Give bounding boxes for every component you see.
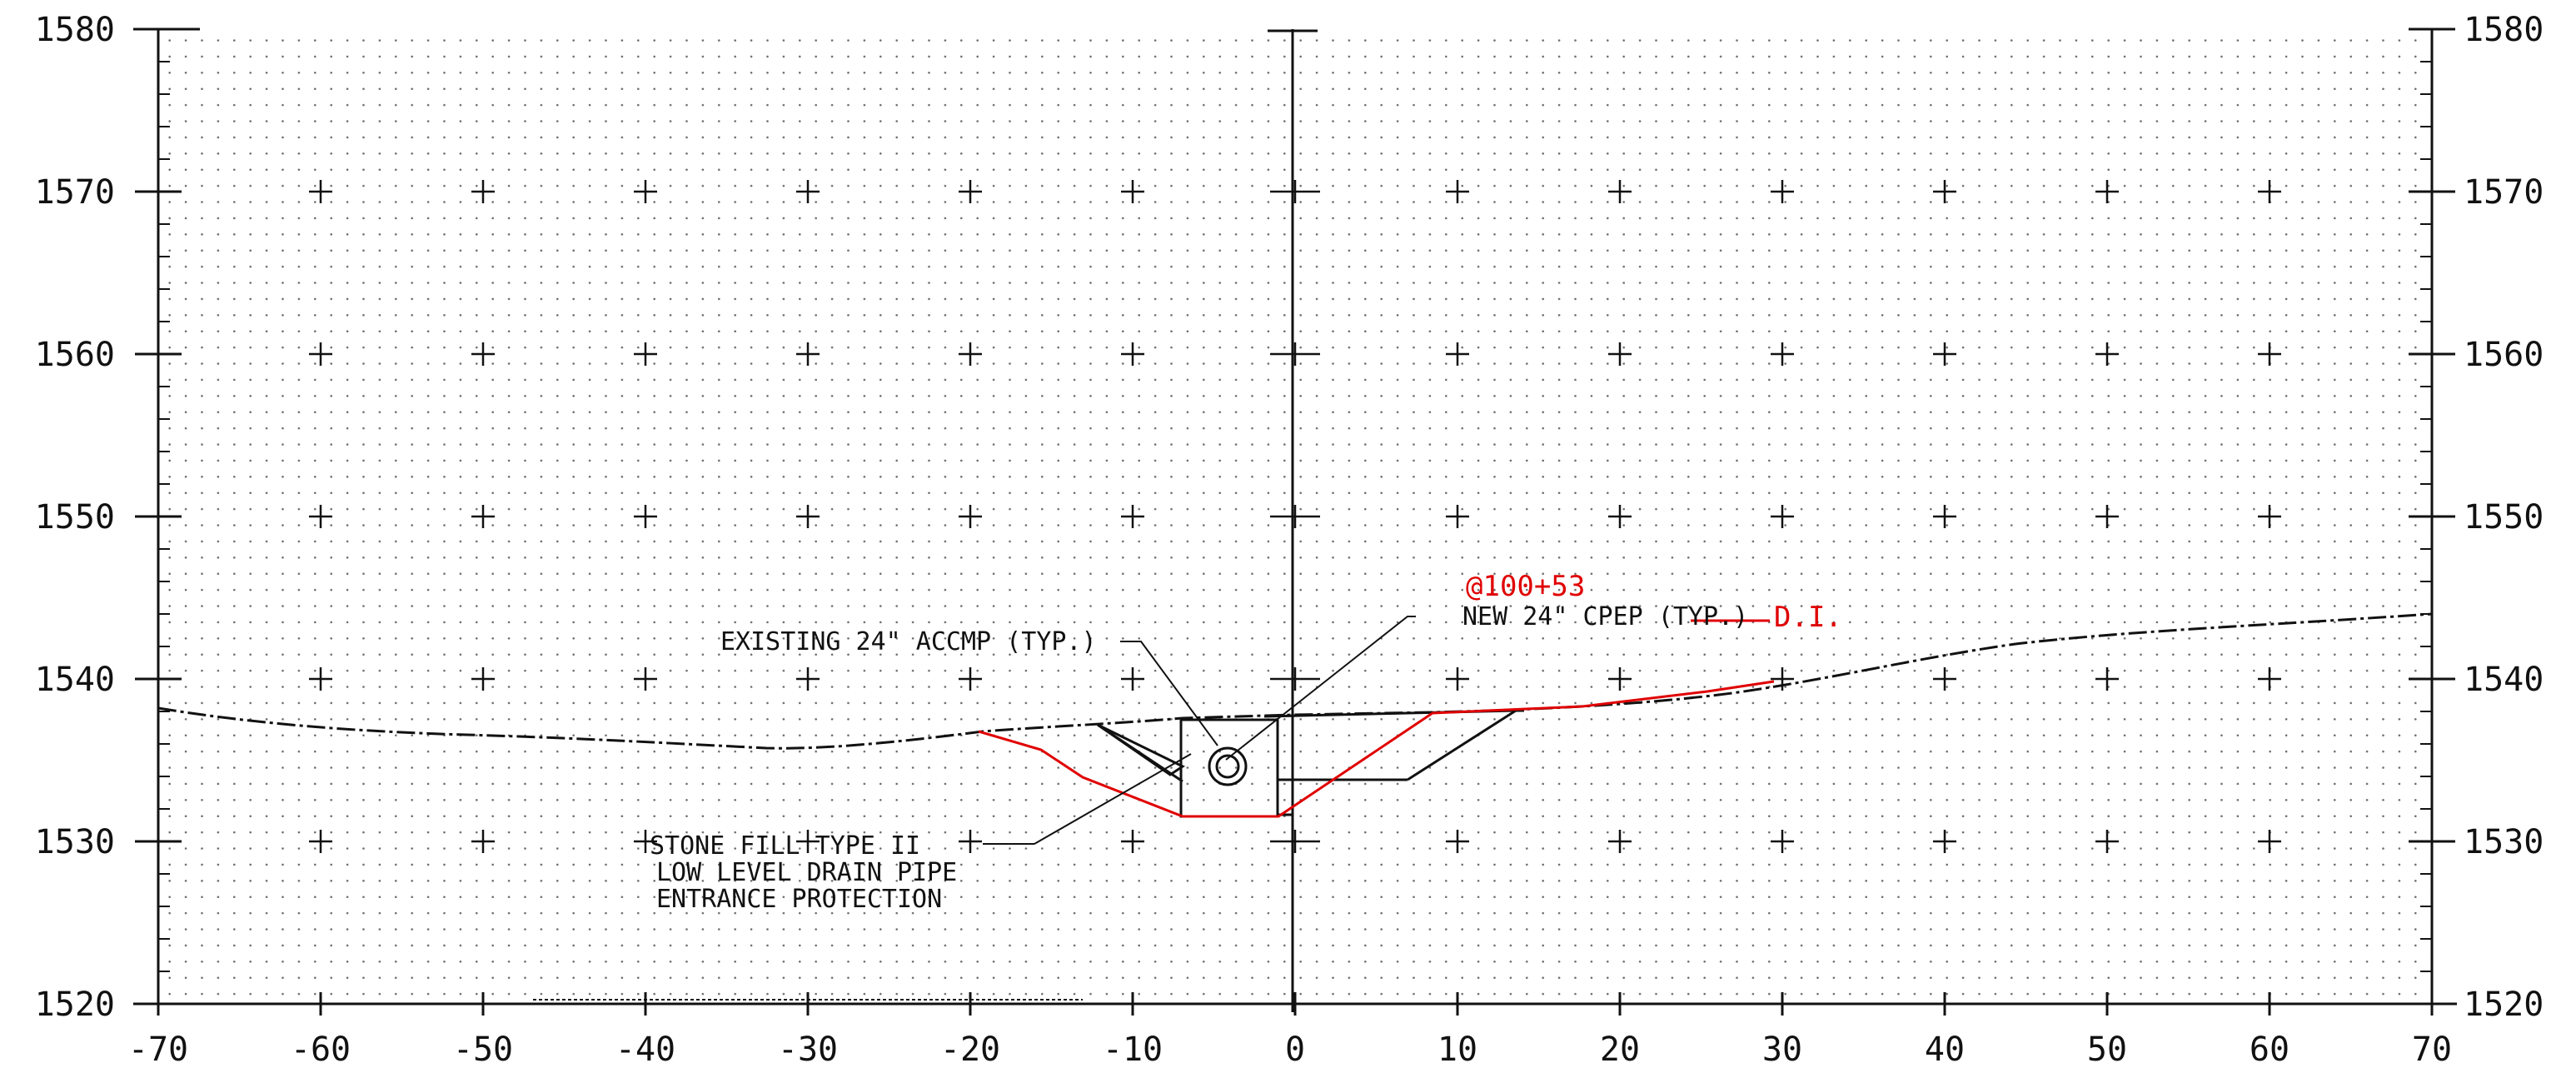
x-tick-label: 40 <box>1925 1031 1965 1068</box>
left-y-tick-label: 1570 <box>35 173 115 212</box>
x-tick-label: 60 <box>2250 1031 2290 1068</box>
x-tick-label: 70 <box>2412 1031 2452 1068</box>
x-tick-label: 0 <box>1285 1031 1305 1068</box>
x-tick-label: 30 <box>1762 1031 1802 1068</box>
x-tick-label: -50 <box>453 1031 513 1068</box>
leader-lines <box>983 616 1416 845</box>
x-axis-tick-labels: -70 -60 -50 -40 -30 -20 -10 0 10 20 30 40 50 60 70 <box>128 1031 2452 1068</box>
right-y-tick-label: 1570 <box>2464 173 2544 212</box>
right-minor-ticks <box>2409 27 2455 1006</box>
x-tick-label: 20 <box>1600 1031 1640 1068</box>
left-y-tick-label: 1540 <box>35 661 115 699</box>
right-y-tick-label: 1560 <box>2464 336 2544 374</box>
di-markup: D.I. <box>1774 601 1842 634</box>
stone-fill-label-line3: ENTRANCE PROTECTION <box>656 885 942 914</box>
red-markup-lines <box>978 619 1775 818</box>
existing-ground-line <box>157 612 2433 750</box>
right-y-tick-label: 1580 <box>2464 11 2544 49</box>
new-pipe-label: NEW 24" CPEP (TYP.) <box>1462 602 1748 631</box>
left-y-tick-label: 1550 <box>35 498 115 536</box>
x-tick-label: -40 <box>615 1031 675 1068</box>
x-tick-label: -30 <box>778 1031 838 1068</box>
x-tick-label: -10 <box>1103 1031 1163 1068</box>
left-y-tick-label: 1530 <box>35 823 115 861</box>
x-tick-label: 10 <box>1437 1031 1477 1068</box>
x-tick-label: -20 <box>940 1031 1000 1068</box>
stone-fill-label-line1: STONE FILL TYPE II <box>650 831 920 861</box>
right-y-tick-label: 1550 <box>2464 498 2544 536</box>
x-tick-label: -70 <box>128 1031 188 1068</box>
x-tick-label: -60 <box>291 1031 351 1068</box>
left-minor-ticks <box>135 27 2434 1016</box>
left-y-tick-label: 1520 <box>35 986 115 1024</box>
stone-fill-label-line2: LOW LEVEL DRAIN PIPE <box>656 858 957 887</box>
left-y-axis-tick-labels: 1580 1570 1560 1550 1540 1530 1520 <box>35 11 115 1024</box>
right-y-tick-label: 1520 <box>2464 986 2544 1024</box>
right-y-axis-tick-labels: 1580 1570 1560 1550 1540 1530 1520 <box>2464 11 2544 1024</box>
left-y-tick-label: 1560 <box>35 336 115 374</box>
x-tick-label: 50 <box>2087 1031 2127 1068</box>
grid-crosses <box>309 180 2281 1006</box>
left-y-tick-label: 1580 <box>35 11 115 49</box>
right-y-tick-label: 1530 <box>2464 823 2544 861</box>
right-y-tick-label: 1540 <box>2464 661 2544 699</box>
station-markup: @100+53 <box>1466 570 1585 603</box>
existing-pipe-label: EXISTING 24" ACCMP (TYP.) <box>720 627 1097 656</box>
